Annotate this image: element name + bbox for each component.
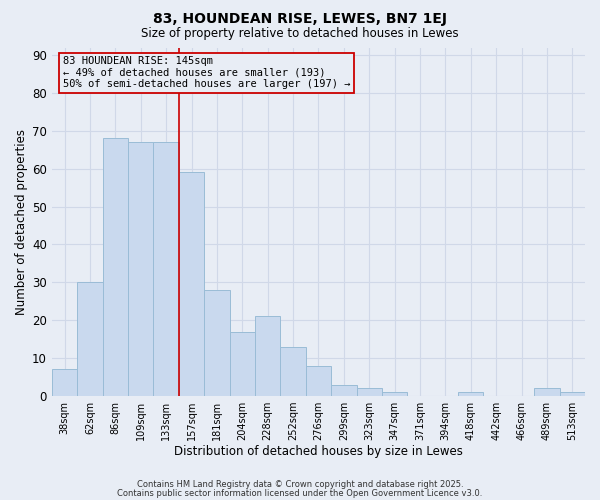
Bar bbox=[331, 384, 356, 396]
Bar bbox=[458, 392, 484, 396]
Bar bbox=[534, 388, 560, 396]
X-axis label: Distribution of detached houses by size in Lewes: Distribution of detached houses by size … bbox=[174, 444, 463, 458]
Text: 83 HOUNDEAN RISE: 145sqm
← 49% of detached houses are smaller (193)
50% of semi-: 83 HOUNDEAN RISE: 145sqm ← 49% of detach… bbox=[62, 56, 350, 90]
Bar bbox=[154, 142, 179, 396]
Bar bbox=[77, 282, 103, 396]
Text: Contains public sector information licensed under the Open Government Licence v3: Contains public sector information licen… bbox=[118, 488, 482, 498]
Text: Size of property relative to detached houses in Lewes: Size of property relative to detached ho… bbox=[141, 28, 459, 40]
Bar bbox=[204, 290, 230, 396]
Bar bbox=[560, 392, 585, 396]
Text: 83, HOUNDEAN RISE, LEWES, BN7 1EJ: 83, HOUNDEAN RISE, LEWES, BN7 1EJ bbox=[153, 12, 447, 26]
Bar bbox=[382, 392, 407, 396]
Bar bbox=[230, 332, 255, 396]
Y-axis label: Number of detached properties: Number of detached properties bbox=[15, 128, 28, 314]
Bar bbox=[128, 142, 154, 396]
Bar bbox=[306, 366, 331, 396]
Bar bbox=[255, 316, 280, 396]
Bar bbox=[52, 370, 77, 396]
Text: Contains HM Land Registry data © Crown copyright and database right 2025.: Contains HM Land Registry data © Crown c… bbox=[137, 480, 463, 489]
Bar bbox=[103, 138, 128, 396]
Bar bbox=[280, 346, 306, 396]
Bar bbox=[179, 172, 204, 396]
Bar bbox=[356, 388, 382, 396]
